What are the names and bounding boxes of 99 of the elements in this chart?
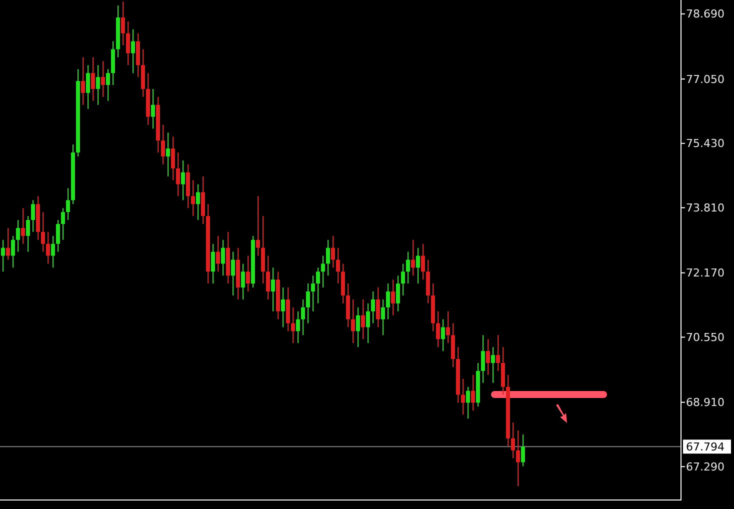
candlestick — [446, 310, 450, 344]
candlestick — [281, 287, 285, 328]
candlestick — [91, 56, 95, 102]
candlestick — [221, 239, 225, 276]
candlestick — [301, 298, 305, 336]
y-tick-label: 72.170 — [686, 266, 724, 280]
candlestick — [466, 386, 470, 420]
candlestick — [316, 267, 320, 304]
candlestick — [201, 176, 205, 224]
candlestick — [21, 208, 25, 244]
candlestick — [296, 310, 300, 344]
candlestick — [46, 231, 50, 264]
candlestick — [131, 28, 135, 74]
y-tick-label: 68.910 — [686, 396, 724, 410]
candlestick — [401, 263, 405, 296]
candlestick — [436, 310, 440, 348]
candlestick — [416, 247, 420, 284]
candlestick — [306, 283, 310, 324]
candlestick — [496, 334, 500, 372]
candlestick — [241, 263, 245, 300]
candlestick — [81, 56, 85, 106]
candlestick — [56, 220, 60, 252]
candlestick — [366, 302, 370, 344]
candlestick — [346, 283, 350, 328]
candlestick — [161, 124, 165, 165]
candlestick — [191, 180, 195, 217]
candlestick — [176, 152, 180, 197]
candlestick — [491, 346, 495, 384]
candlestick — [271, 267, 275, 312]
candlestick — [86, 64, 90, 110]
candlestick — [461, 378, 465, 416]
candlestick — [121, 1, 125, 46]
candlestick — [391, 279, 395, 316]
candlestick — [66, 188, 70, 221]
candlestick — [186, 164, 190, 209]
candlestick — [111, 40, 115, 86]
candlestick — [471, 374, 475, 412]
candlestick — [521, 434, 525, 467]
candlestick — [361, 298, 365, 340]
candlestick — [166, 132, 170, 177]
candlestick — [511, 422, 515, 459]
y-tick-label: 67.290 — [686, 460, 724, 474]
candlestick — [501, 346, 505, 396]
candlestick — [126, 20, 130, 66]
candlestick — [371, 291, 375, 324]
candlestick — [216, 235, 220, 272]
candlestick — [181, 160, 185, 201]
candlestick — [51, 235, 55, 268]
candlestick — [351, 298, 355, 344]
candlestick — [256, 196, 260, 256]
candlestick — [151, 88, 155, 130]
candlestick — [311, 275, 315, 312]
candlestick — [6, 227, 10, 260]
candlestick — [286, 287, 290, 332]
candlestick — [266, 255, 270, 300]
candlestick — [106, 68, 110, 102]
candlestick — [411, 239, 415, 276]
candlestick — [341, 263, 345, 304]
candlestick — [211, 243, 215, 284]
candlestick — [26, 216, 30, 252]
y-tick-label: 73.810 — [686, 202, 724, 215]
candlestick — [41, 212, 45, 252]
candlestick — [486, 338, 490, 376]
candlestick — [246, 255, 250, 292]
y-tick-label: 78.690 — [686, 8, 724, 21]
ref-line-label: 67.794 — [686, 440, 724, 454]
candlestick — [396, 275, 400, 312]
candlestick — [336, 247, 340, 284]
y-tick-label: 77.050 — [686, 72, 724, 86]
candlestick — [96, 64, 100, 106]
y-tick-label: 75.430 — [686, 137, 724, 150]
candlestick — [326, 239, 330, 276]
candlestick — [16, 220, 20, 252]
candlestick — [356, 306, 360, 348]
candlestick — [1, 239, 5, 272]
candlestick — [331, 235, 335, 268]
candlestick — [141, 48, 145, 98]
candlestick — [441, 318, 445, 352]
candlestick — [321, 255, 325, 288]
candlestick — [171, 136, 175, 181]
candlestick — [421, 243, 425, 280]
candlestick — [231, 251, 235, 296]
candlestick — [386, 283, 390, 320]
candlestick — [481, 334, 485, 384]
candlestick — [406, 251, 410, 284]
candlestick — [101, 60, 105, 98]
candlestick — [261, 216, 265, 284]
candlestick — [376, 287, 380, 328]
candlestick — [381, 298, 385, 336]
candlestick — [196, 184, 200, 221]
candlestick — [426, 259, 430, 304]
candlestick — [31, 200, 35, 232]
y-tick-label: 70.550 — [686, 331, 724, 344]
candlestick — [451, 322, 455, 368]
candlestick — [61, 208, 65, 240]
candlestick — [291, 306, 295, 344]
candlestick — [516, 430, 520, 487]
candlestick — [136, 32, 140, 78]
candlestick — [11, 235, 15, 268]
